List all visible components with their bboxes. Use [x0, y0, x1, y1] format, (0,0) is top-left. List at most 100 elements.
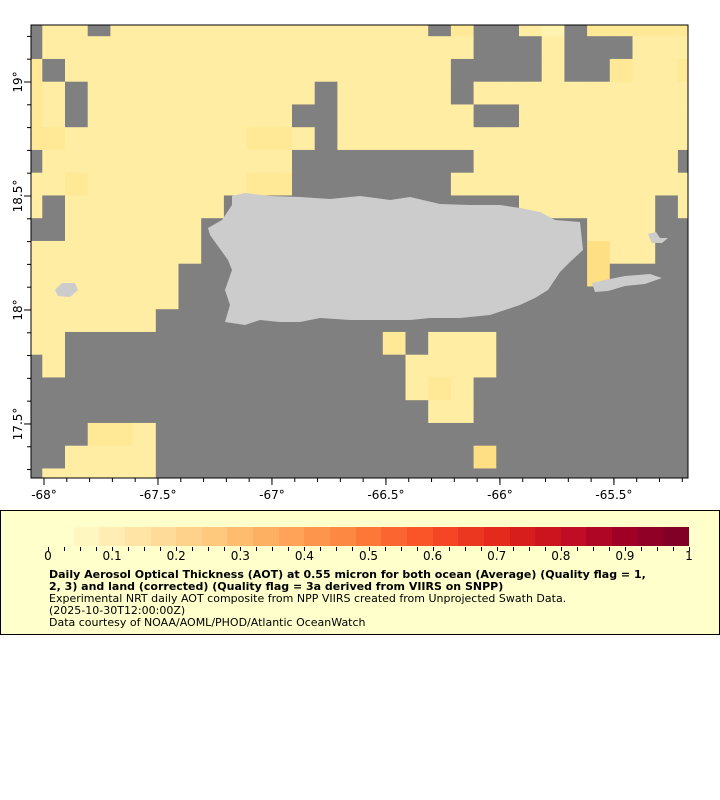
- no-data-cell: [655, 195, 679, 219]
- aot-cell: [473, 81, 497, 105]
- aot-cell: [360, 58, 384, 83]
- aot-cell: [223, 149, 247, 174]
- no-data-cell: [609, 354, 633, 378]
- colorbar-tick-label: 0.6: [423, 549, 443, 563]
- aot-cell: [587, 25, 611, 37]
- aot-cell: [587, 218, 611, 242]
- aot-cell: [269, 172, 293, 196]
- no-data-cell: [405, 331, 429, 356]
- no-data-cell: [519, 58, 543, 83]
- aot-cell: [87, 172, 111, 196]
- aot-cell: [87, 309, 111, 333]
- colorbar-tick-label: 0.5: [358, 549, 379, 563]
- aot-cell: [155, 127, 179, 151]
- aot-cell: [31, 81, 43, 105]
- aot-cell: [609, 104, 633, 128]
- no-data-cell: [587, 422, 611, 447]
- no-data-cell: [587, 445, 611, 469]
- no-data-cell: [31, 468, 43, 479]
- no-data-cell: [110, 354, 134, 378]
- colorbar-minor-tick: [672, 547, 674, 551]
- aot-cell: [360, 81, 384, 105]
- aot-cell: [450, 354, 474, 378]
- no-data-cell: [65, 104, 89, 128]
- no-data-cell: [201, 331, 225, 356]
- no-data-cell: [541, 309, 565, 333]
- colorbar-minor-tick: [112, 547, 114, 551]
- colorbar: [48, 527, 690, 546]
- colorbar-tick-label: 0.9: [615, 549, 635, 563]
- aot-cell: [110, 422, 134, 447]
- no-data-cell: [360, 445, 384, 469]
- no-data-cell: [201, 445, 225, 469]
- no-data-cell: [246, 422, 270, 447]
- no-data-cell: [564, 445, 588, 469]
- no-data-cell: [65, 354, 89, 378]
- no-data-cell: [155, 377, 179, 401]
- no-data-cell: [42, 58, 66, 83]
- aot-cell: [31, 263, 43, 287]
- no-data-cell: [609, 422, 633, 447]
- no-data-cell: [541, 445, 565, 469]
- aot-cell: [564, 81, 588, 105]
- aot-cell: [178, 25, 202, 37]
- no-data-cell: [655, 468, 679, 479]
- no-data-cell: [382, 468, 406, 479]
- no-data-cell: [292, 354, 316, 378]
- colorbar-minor-tick: [224, 547, 226, 551]
- aot-cell: [133, 309, 157, 333]
- no-data-cell: [587, 36, 611, 60]
- no-data-cell: [87, 377, 111, 401]
- lat-tick-label: 19°: [11, 71, 25, 92]
- colorbar-tick-label: 0.3: [230, 549, 250, 563]
- no-data-cell: [564, 377, 588, 401]
- no-data-cell: [473, 468, 497, 479]
- no-data-cell: [496, 36, 520, 60]
- colorbar-segment: [48, 527, 74, 546]
- no-data-cell: [677, 445, 689, 469]
- colorbar-tick-label: 0: [44, 549, 52, 563]
- aot-cell: [201, 195, 225, 219]
- aot-cell: [519, 104, 543, 128]
- colorbar-segment: [432, 527, 459, 546]
- aot-cell: [564, 195, 588, 219]
- aot-cell: [473, 331, 497, 356]
- aot-cell: [428, 377, 452, 401]
- aot-cell: [133, 58, 157, 83]
- no-data-cell: [519, 468, 543, 479]
- aot-cell: [178, 36, 202, 60]
- no-data-cell: [269, 331, 293, 356]
- no-data-cell: [609, 445, 633, 469]
- no-data-cell: [587, 331, 611, 356]
- no-data-cell: [450, 81, 474, 105]
- aot-cell: [87, 81, 111, 105]
- aot-cell: [473, 149, 497, 174]
- no-data-cell: [473, 377, 497, 401]
- aot-cell: [677, 81, 689, 105]
- colorbar-minor-tick: [160, 547, 162, 551]
- aot-cell: [337, 81, 361, 105]
- colorbar-minor-tick: [592, 547, 594, 551]
- no-data-cell: [42, 377, 66, 401]
- aot-cell: [201, 25, 225, 37]
- aot-cell: [587, 104, 611, 128]
- no-data-cell: [178, 400, 202, 424]
- no-data-cell: [201, 286, 225, 310]
- no-data-cell: [405, 468, 429, 479]
- no-data-cell: [246, 445, 270, 469]
- aot-cell: [450, 331, 474, 356]
- aot-cell: [155, 25, 179, 37]
- no-data-cell: [564, 36, 588, 60]
- aot-cell: [87, 104, 111, 128]
- aot-cell: [519, 25, 543, 37]
- aot-cell: [87, 127, 111, 151]
- aot-cell: [87, 263, 111, 287]
- aot-cell: [450, 172, 474, 196]
- no-data-cell: [31, 354, 43, 378]
- aot-cell: [428, 36, 452, 60]
- no-data-cell: [269, 354, 293, 378]
- no-data-cell: [65, 400, 89, 424]
- no-data-cell: [450, 445, 474, 469]
- no-data-cell: [450, 149, 474, 174]
- colorbar-segment: [483, 527, 510, 546]
